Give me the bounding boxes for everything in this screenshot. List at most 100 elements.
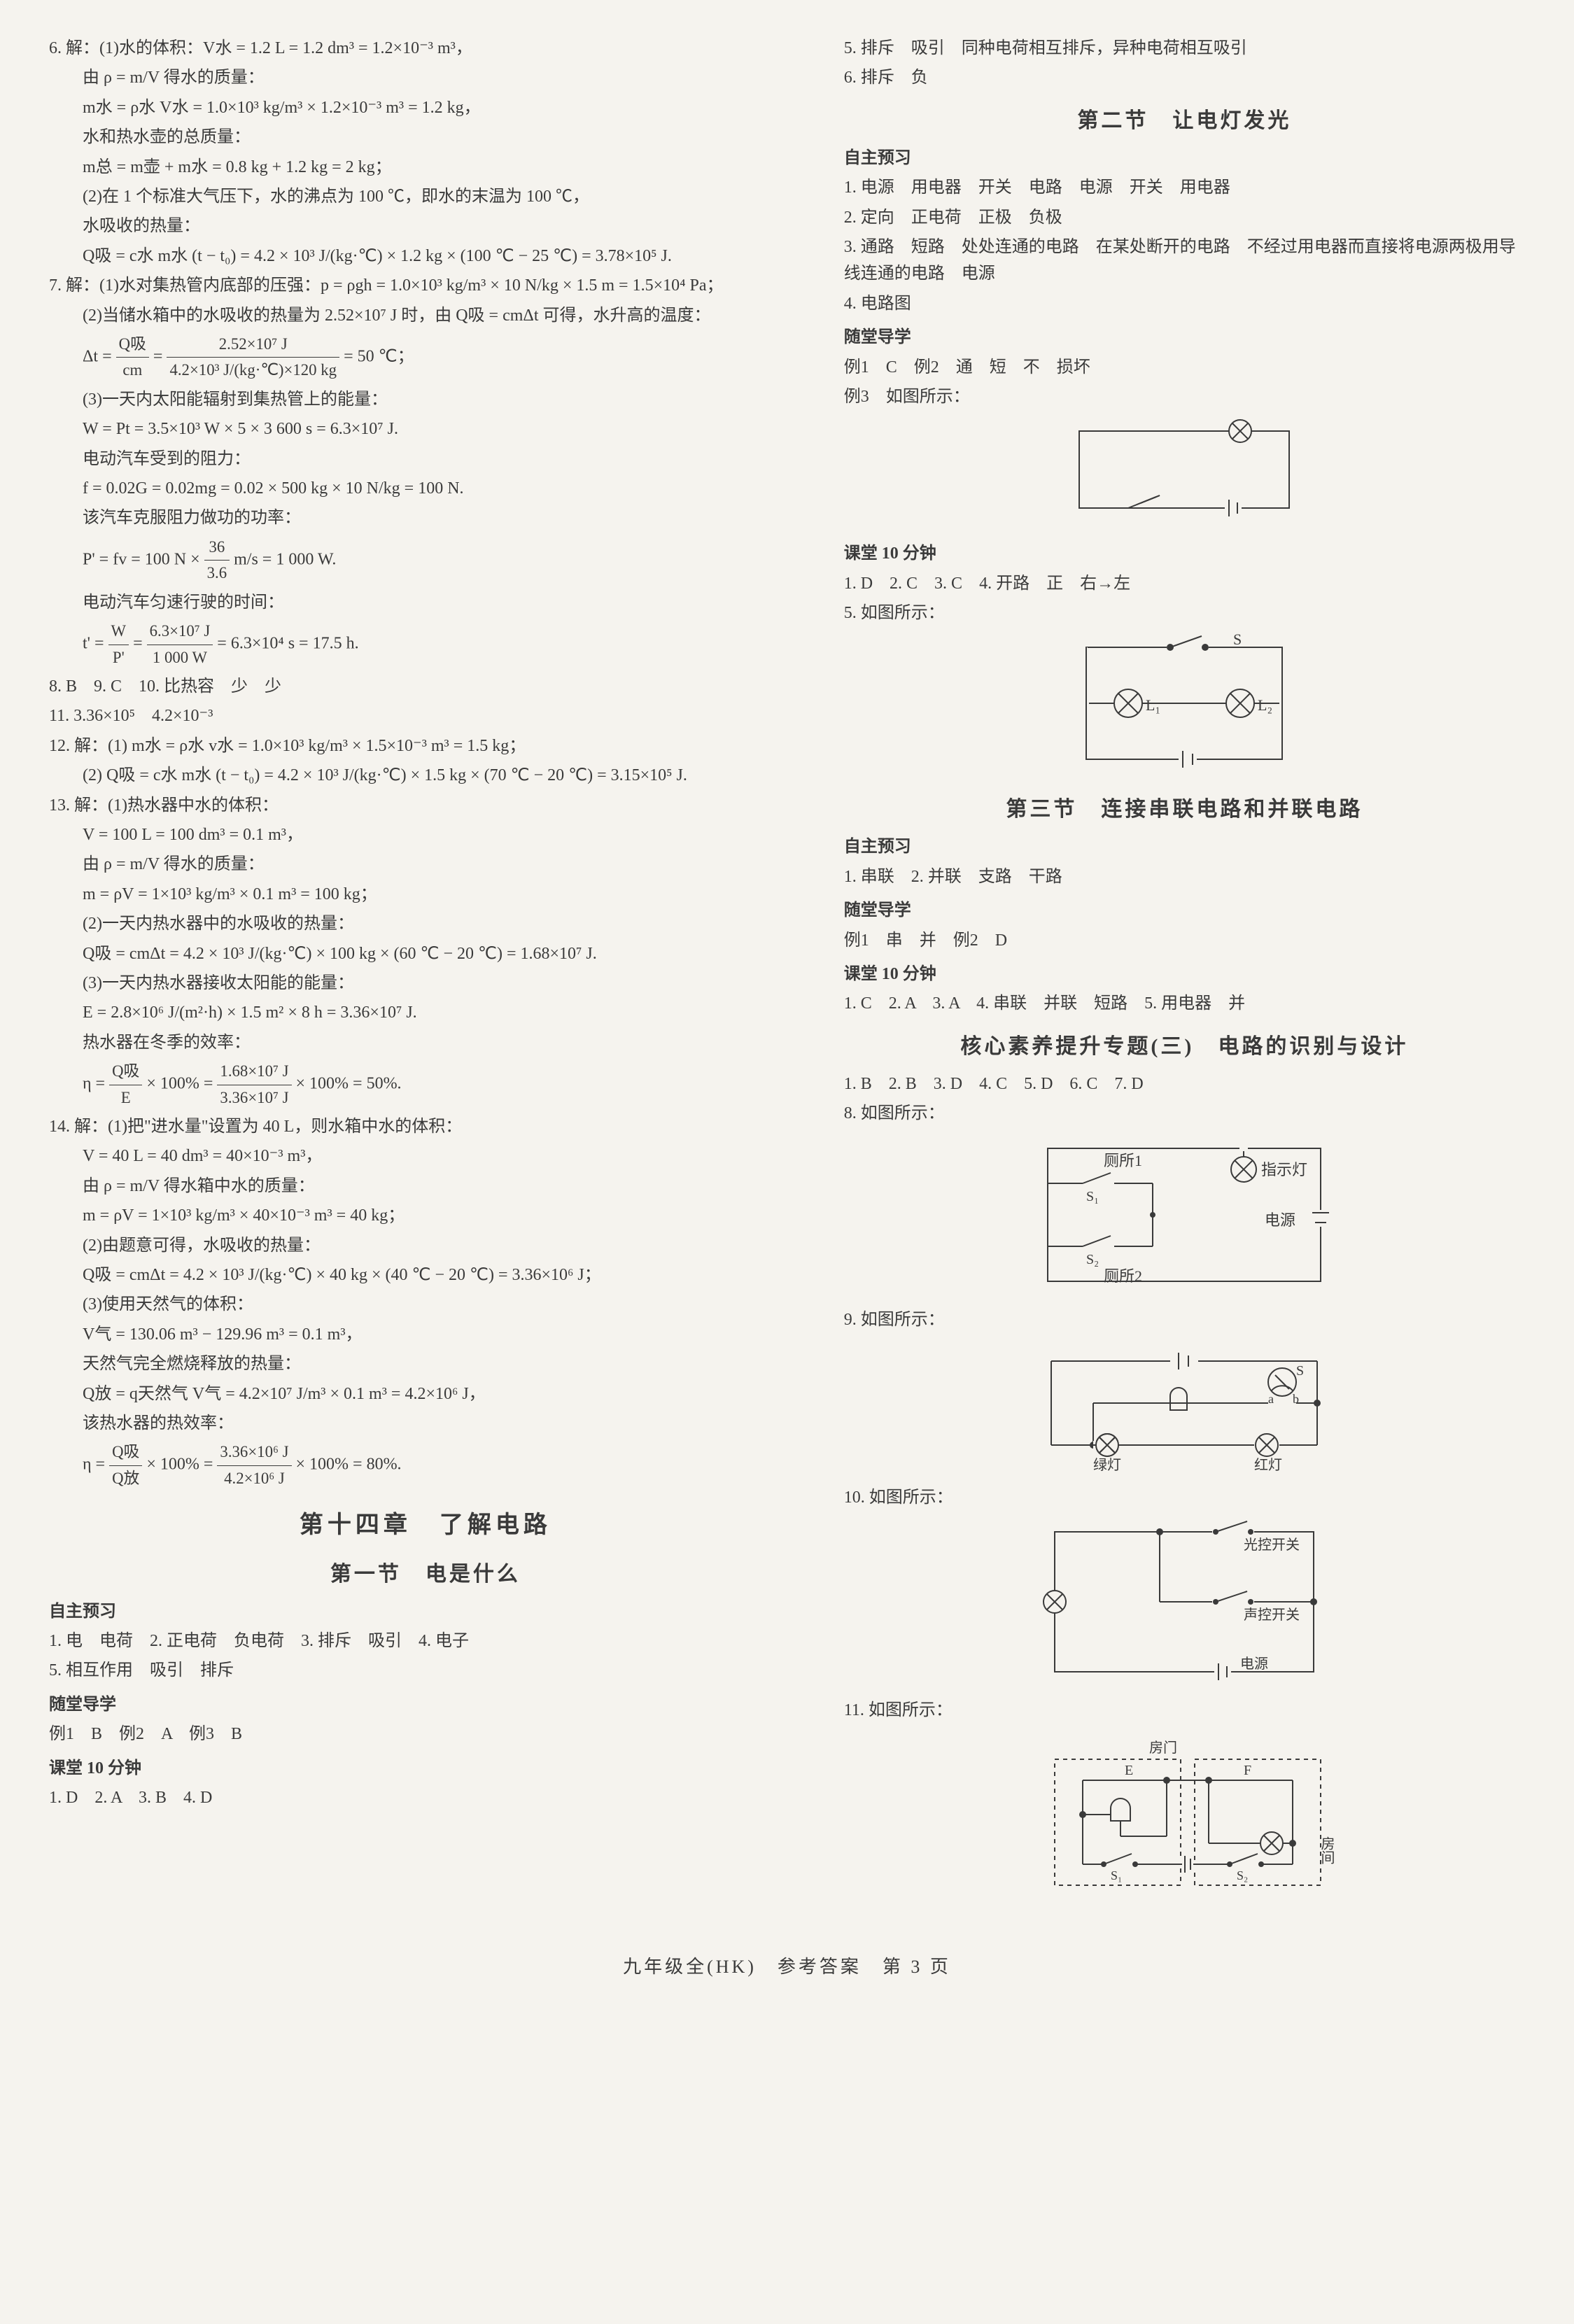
q13-l7: (3)一天内热水器接收太阳能的能量： <box>49 970 802 996</box>
svg-text:S₁: S₁ <box>1111 1868 1122 1882</box>
s2-sd: 随堂导学 <box>844 324 1525 351</box>
s2-l5: 例1 C 例2 通 短 不 损坏 <box>844 354 1525 381</box>
s3-l2: 例1 串 并 例2 D <box>844 927 1525 954</box>
q7-l7: f = 0.02G = 0.02mg = 0.02 × 500 kg × 10 … <box>49 475 802 502</box>
q6-l7: 水吸收的热量： <box>49 213 802 239</box>
q6-l5: m总 = m壶 + m水 = 0.8 kg + 1.2 kg = 2 kg； <box>49 154 802 181</box>
circuit-diagram-8: 厕所1 S₁ S₂ <box>844 1134 1525 1295</box>
s3-kt: 课堂 10 分钟 <box>844 961 1525 987</box>
s2-l6: 例3 如图所示： <box>844 383 1525 410</box>
q13-l6: Q吸 = cmΔt = 4.2 × 10³ J/(kg·℃) × 100 kg … <box>49 941 802 967</box>
svg-text:a: a <box>1268 1392 1274 1406</box>
q7-l4: (3)一天内太阳能辐射到集热管上的能量： <box>49 386 802 413</box>
circuit-diagram-9: S a b <box>844 1340 1525 1473</box>
q7-frac1: Q吸 cm <box>116 332 149 383</box>
q6-l6: (2)在 1 个标准大气压下，水的沸点为 100 ℃，即水的末温为 100 ℃， <box>49 183 802 210</box>
circuit-diagram-10: 光控开关 声控开关 <box>844 1518 1525 1686</box>
r-top-l1: 5. 排斥 吸引 同种电荷相互排斥，异种电荷相互吸引 <box>844 35 1525 62</box>
svg-text:S: S <box>1233 633 1242 648</box>
q12-l2: (2) Q吸 = c水 m水 (t − t₀) = 4.2 × 10³ J/(k… <box>49 762 802 789</box>
svg-text:光控开关: 光控开关 <box>1244 1537 1300 1553</box>
s1-l4: 1. D 2. A 3. B 4. D <box>49 1784 802 1811</box>
svg-text:S: S <box>1296 1363 1304 1379</box>
circuit11-svg: 房门 房间 E F <box>1027 1731 1342 1913</box>
svg-text:L₁: L₁ <box>1146 696 1160 714</box>
left-column: 6. 解：(1)水的体积：V水 = 1.2 L = 1.2 dm³ = 1.2×… <box>49 35 802 1924</box>
s2-l8: 5. 如图所示： <box>844 600 1525 626</box>
r-top-l2: 6. 排斥 负 <box>844 64 1525 91</box>
svg-text:房间: 房间 <box>1319 1836 1335 1864</box>
svg-text:S₁: S₁ <box>1086 1189 1099 1204</box>
q14-l11: 该热水器的热效率： <box>49 1410 802 1437</box>
q7-l9: P' = fv = 100 N × 36 3.6 m/s = 1 000 W. <box>49 535 802 586</box>
s1-sd: 随堂导学 <box>49 1691 802 1718</box>
q14-l2: V = 40 L = 40 dm³ = 40×10⁻³ m³， <box>49 1143 802 1169</box>
q14-l8: V气 = 130.06 m³ − 129.96 m³ = 0.1 m³， <box>49 1321 802 1348</box>
s2-l4: 4. 电路图 <box>844 290 1525 317</box>
q13-l10: η = Q吸 E × 100% = 1.68×10⁷ J 3.36×10⁷ J … <box>49 1059 802 1111</box>
page-footer: 九年级全(HK) 参考答案 第 3 页 <box>49 1952 1525 1982</box>
q11: 11. 3.36×10⁵ 4.2×10⁻³ <box>49 703 802 729</box>
q7-l10: 电动汽车匀速行驶的时间： <box>49 589 802 616</box>
q14-l7: (3)使用天然气的体积： <box>49 1291 802 1318</box>
q8-10: 8. B 9. C 10. 比热容 少 少 <box>49 673 802 700</box>
circuit1-svg <box>1058 417 1310 529</box>
q6-l1: 6. 解：(1)水的体积：V水 = 1.2 L = 1.2 dm³ = 1.2×… <box>49 35 802 62</box>
q14-l1: 14. 解：(1)把"进水量"设置为 40 L，则水箱中水的体积： <box>49 1113 802 1140</box>
svg-text:厕所1: 厕所1 <box>1104 1152 1142 1169</box>
svg-text:红灯: 红灯 <box>1254 1457 1282 1473</box>
q13-l2: V = 100 L = 100 dm³ = 0.1 m³， <box>49 822 802 848</box>
svg-text:声控开关: 声控开关 <box>1244 1607 1300 1623</box>
circuit8-svg: 厕所1 S₁ S₂ <box>1034 1134 1335 1295</box>
svg-text:厕所2: 厕所2 <box>1104 1267 1142 1285</box>
q14-l9: 天然气完全燃烧释放的热量： <box>49 1351 802 1377</box>
svg-text:S₂: S₂ <box>1237 1868 1248 1882</box>
core-l4: 10. 如图所示： <box>844 1484 1525 1511</box>
chapter-14-title: 第十四章 了解电路 <box>49 1507 802 1544</box>
core-l2: 8. 如图所示： <box>844 1100 1525 1127</box>
right-column: 5. 排斥 吸引 同种电荷相互排斥，异种电荷相互吸引 6. 排斥 负 第二节 让… <box>844 35 1525 1924</box>
circuit9-svg: S a b <box>1030 1340 1338 1473</box>
q7-l6: 电动汽车受到的阻力： <box>49 446 802 472</box>
s1-l2: 5. 相互作用 吸引 排斥 <box>49 1657 802 1684</box>
page-content: 6. 解：(1)水的体积：V水 = 1.2 L = 1.2 dm³ = 1.2×… <box>49 35 1525 1924</box>
q14-l12: η = Q吸 Q放 × 100% = 3.36×10⁶ J 4.2×10⁶ J … <box>49 1439 802 1491</box>
q14-l10: Q放 = q天然气 V气 = 4.2×10⁷ J/m³ × 0.1 m³ = 4… <box>49 1381 802 1407</box>
s3-sd: 随堂导学 <box>844 897 1525 924</box>
svg-text:S₂: S₂ <box>1086 1252 1099 1267</box>
s1-l1: 1. 电 电荷 2. 正电荷 负电荷 3. 排斥 吸引 4. 电子 <box>49 1628 802 1654</box>
s1-zz: 自主预习 <box>49 1598 802 1625</box>
s3-zz: 自主预习 <box>844 833 1525 860</box>
q7-frac2: 2.52×10⁷ J 4.2×10³ J/(kg·℃)×120 kg <box>167 332 339 383</box>
q13-l8: E = 2.8×10⁶ J/(m²·h) × 1.5 m² × 8 h = 3.… <box>49 999 802 1026</box>
q6-l4: 水和热水壶的总质量： <box>49 124 802 150</box>
s2-l3: 3. 通路 短路 处处连通的电路 在某处断开的电路 不经过用电器而直接将电源两极… <box>844 234 1525 288</box>
q12-l1: 12. 解：(1) m水 = ρ水 v水 = 1.0×10³ kg/m³ × 1… <box>49 733 802 759</box>
q13-l5: (2)一天内热水器中的水吸收的热量： <box>49 910 802 937</box>
s2-kt: 课堂 10 分钟 <box>844 540 1525 567</box>
circuit-diagram-2: S L₁ L₂ <box>844 633 1525 780</box>
q7-l1: 7. 解：(1)水对集热管内底部的压强：p = ρgh = 1.0×10³ kg… <box>49 272 802 299</box>
q14-l6: Q吸 = cmΔt = 4.2 × 10³ J/(kg·℃) × 40 kg ×… <box>49 1262 802 1288</box>
q7-l5: W = Pt = 3.5×10³ W × 5 × 3 600 s = 6.3×1… <box>49 416 802 442</box>
svg-text:L₂: L₂ <box>1258 696 1272 714</box>
q7-l3a: Δt = <box>83 347 112 365</box>
circuit10-svg: 光控开关 声控开关 <box>1034 1518 1335 1686</box>
q7-l8: 该汽车克服阻力做功的功率： <box>49 505 802 531</box>
svg-text:指示灯: 指示灯 <box>1261 1161 1307 1178</box>
q14-l5: (2)由题意可得，水吸收的热量： <box>49 1232 802 1259</box>
q14-l4: m = ρV = 1×10³ kg/m³ × 40×10⁻³ m³ = 40 k… <box>49 1202 802 1229</box>
s1-l3: 例1 B 例2 A 例3 B <box>49 1721 802 1747</box>
q14-l3: 由 ρ = m/V 得水箱中水的质量： <box>49 1173 802 1199</box>
circuit-diagram-1 <box>844 417 1525 529</box>
q13-l3: 由 ρ = m/V 得水的质量： <box>49 851 802 878</box>
s2-l2: 2. 定向 正电荷 正极 负极 <box>844 204 1525 231</box>
svg-text:F: F <box>1244 1763 1251 1778</box>
q13-l1: 13. 解：(1)热水器中水的体积： <box>49 792 802 819</box>
q13-l4: m = ρV = 1×10³ kg/m³ × 0.1 m³ = 100 kg； <box>49 881 802 908</box>
s3-l1: 1. 串联 2. 并联 支路 干路 <box>844 864 1525 890</box>
q6-l8: Q吸 = c水 m水 (t − t₀) = 4.2 × 10³ J/(kg·℃)… <box>49 243 802 269</box>
q7-l2: (2)当储水箱中的水吸收的热量为 2.52×10⁷ J 时，由 Q吸 = cmΔ… <box>49 302 802 329</box>
s2-zz: 自主预习 <box>844 145 1525 171</box>
svg-text:绿灯: 绿灯 <box>1093 1457 1121 1473</box>
